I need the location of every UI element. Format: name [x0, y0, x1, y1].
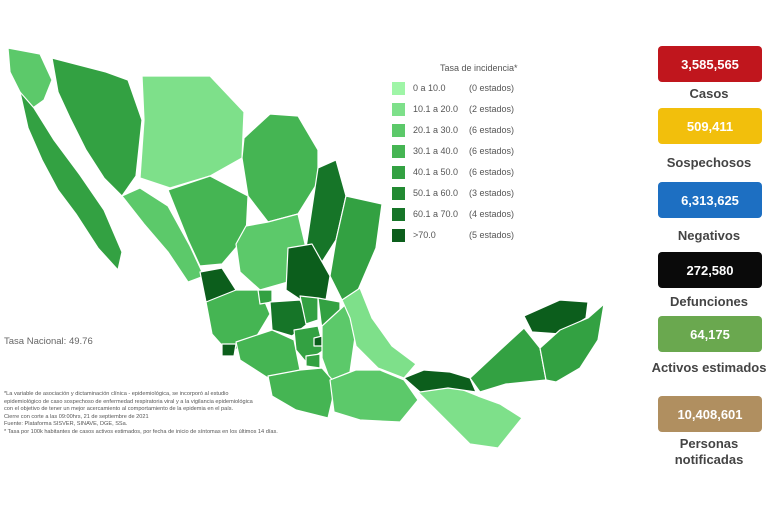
footnotes: *La variable de asociación y dictaminaci… — [4, 391, 334, 437]
state-baja-california-sur — [19, 91, 123, 271]
legend-item: 40.1 a 50.0 (6 estados) — [392, 165, 539, 179]
state-quintana-roo — [539, 303, 605, 383]
negatives-label: Negativos — [677, 228, 741, 243]
legend-count: (4 estados) — [469, 209, 515, 219]
cases-value-box: 3,585,565 — [658, 46, 762, 82]
cases-label: Casos — [689, 86, 729, 101]
state-guerrero — [267, 367, 337, 419]
suspected-value-box: 509,411 — [658, 108, 762, 144]
legend-range: 30.1 a 40.0 — [413, 146, 459, 156]
legend-range: 60.1 a 70.0 — [413, 209, 459, 219]
footnote-line: con el objetivo de tener un mejor acerca… — [4, 406, 234, 413]
active-label: Activos estimados — [650, 360, 768, 376]
deaths-value-box: 272,580 — [658, 252, 762, 288]
legend-count: (2 estados) — [469, 104, 515, 114]
legend-item: 50.1 a 60.0 (3 estados) — [392, 186, 539, 200]
state-oaxaca — [329, 369, 419, 423]
suspected-label: Sospechosos — [666, 155, 752, 170]
legend-range: 50.1 a 60.0 — [413, 188, 459, 198]
footnote-line: *La variable de asociación y dictaminaci… — [4, 391, 229, 397]
state-baja-california — [7, 47, 53, 111]
legend-swatch — [392, 207, 405, 221]
mexico-incidence-map — [7, 47, 605, 449]
active-value-box: 64,175 — [658, 316, 762, 352]
state-coahuila — [241, 113, 319, 223]
legend-swatch — [392, 123, 405, 137]
legend-count: (0 estados) — [469, 83, 515, 93]
negatives-value-box: 6,313,625 — [658, 182, 762, 218]
notified-label-text: Personas notificadas — [674, 436, 744, 467]
legend-title: Tasa de incidencia* — [440, 63, 518, 73]
state-veracruz — [341, 287, 417, 379]
legend-count: (6 estados) — [469, 167, 515, 177]
state-cdmx — [313, 335, 323, 347]
legend-range: >70.0 — [413, 230, 436, 240]
legend-swatch — [392, 165, 405, 179]
footnote-line: * Tasa por 100k habitantes de casos acti… — [4, 428, 278, 435]
legend-range: 20.1 a 30.0 — [413, 125, 459, 135]
negatives-value: 6,313,625 — [681, 192, 739, 208]
legend-count: (5 estados) — [469, 230, 515, 240]
cases-value: 3,585,565 — [681, 56, 739, 72]
legend-range: 10.1 a 20.0 — [413, 104, 459, 114]
state-colima — [221, 343, 237, 357]
national-rate-label: Tasa Nacional: 49.76 — [4, 336, 93, 347]
state-nuevo-leon — [305, 159, 347, 263]
state-campeche — [469, 327, 547, 393]
deaths-value: 272,580 — [686, 262, 734, 278]
footnote-line: epidemiológico de caso sospechoso de enf… — [4, 398, 253, 405]
legend-item: 10.1 a 20.0 (2 estados) — [392, 102, 539, 116]
legend-item: 20.1 a 30.0 (6 estados) — [392, 123, 539, 137]
legend-swatch — [392, 228, 405, 242]
legend-range: 0 a 10.0 — [413, 83, 446, 93]
legend-swatch — [392, 144, 405, 158]
legend-swatch — [392, 102, 405, 116]
state-durango — [167, 175, 249, 267]
legend-item: 0 a 10.0 (0 estados) — [392, 81, 539, 95]
state-morelos — [305, 353, 321, 369]
notified-label: Personas notificadas — [650, 436, 768, 468]
legend-range: 40.1 a 50.0 — [413, 167, 459, 177]
footnote-line: Cierre con corte a las 09:00hrs, 21 de s… — [4, 413, 149, 420]
legend-count: (6 estados) — [469, 146, 515, 156]
suspected-value: 509,411 — [686, 118, 734, 134]
legend-item: 60.1 a 70.0 (4 estados) — [392, 207, 539, 221]
footnote-line: Fuente: Plataforma SISVER, SINAVE, DGE, … — [4, 421, 128, 428]
active-value: 64,175 — [690, 326, 730, 342]
active-label-text: Activos estimados — [651, 360, 767, 375]
deaths-label: Defunciones — [669, 294, 748, 309]
notified-value: 10,408,601 — [677, 406, 743, 422]
state-queretaro — [299, 295, 319, 325]
state-tabasco — [403, 369, 477, 393]
state-chiapas — [417, 383, 523, 449]
state-chihuahua — [139, 75, 245, 189]
legend-item: 30.1 a 40.0 (6 estados) — [392, 144, 539, 158]
legend-swatch — [392, 186, 405, 200]
legend-item: >70.0 (5 estados) — [392, 228, 539, 242]
notified-value-box: 10,408,601 — [658, 396, 762, 432]
legend-swatch — [392, 81, 405, 95]
legend-count: (3 estados) — [469, 188, 515, 198]
legend-count: (6 estados) — [469, 125, 515, 135]
